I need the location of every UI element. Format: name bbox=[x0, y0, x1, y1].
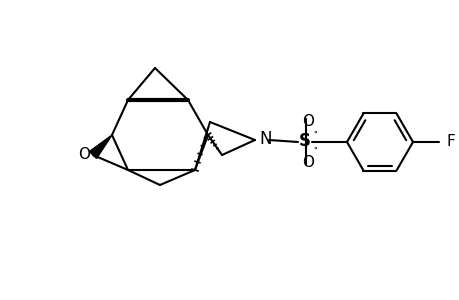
Text: O: O bbox=[302, 114, 313, 129]
Text: '': '' bbox=[312, 130, 317, 140]
Polygon shape bbox=[89, 135, 112, 158]
Text: F: F bbox=[446, 134, 455, 148]
Text: O: O bbox=[78, 146, 90, 161]
Text: S: S bbox=[298, 132, 310, 150]
Text: N: N bbox=[258, 130, 271, 148]
Text: '': '' bbox=[312, 146, 317, 155]
Text: O: O bbox=[302, 155, 313, 170]
